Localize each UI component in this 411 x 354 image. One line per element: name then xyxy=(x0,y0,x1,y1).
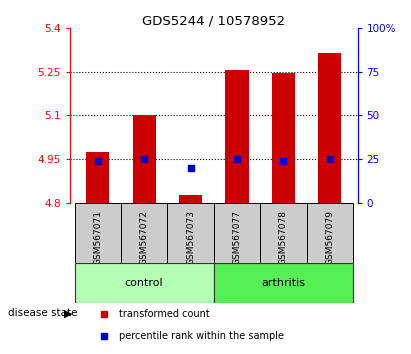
Text: disease state: disease state xyxy=(8,308,78,318)
Bar xyxy=(260,202,307,263)
Text: GSM567071: GSM567071 xyxy=(93,210,102,265)
Bar xyxy=(132,115,156,202)
Text: GSM567078: GSM567078 xyxy=(279,210,288,265)
Bar xyxy=(214,263,353,303)
Bar xyxy=(74,202,121,263)
Text: control: control xyxy=(125,278,164,288)
Text: arthritis: arthritis xyxy=(261,278,305,288)
Text: GSM567079: GSM567079 xyxy=(325,210,334,265)
Text: GSM567077: GSM567077 xyxy=(233,210,241,265)
Bar xyxy=(307,202,353,263)
Bar xyxy=(272,73,295,202)
Bar xyxy=(121,202,167,263)
Text: transformed count: transformed count xyxy=(119,309,210,319)
Text: ▶: ▶ xyxy=(64,308,72,318)
Bar xyxy=(318,53,341,202)
Text: GSM567072: GSM567072 xyxy=(140,210,149,265)
Bar xyxy=(86,152,109,202)
Bar xyxy=(179,195,202,202)
Bar xyxy=(225,70,249,202)
Bar xyxy=(74,263,214,303)
Bar xyxy=(214,202,260,263)
Text: percentile rank within the sample: percentile rank within the sample xyxy=(119,331,284,341)
Title: GDS5244 / 10578952: GDS5244 / 10578952 xyxy=(142,14,285,27)
Bar xyxy=(167,202,214,263)
Text: GSM567073: GSM567073 xyxy=(186,210,195,265)
